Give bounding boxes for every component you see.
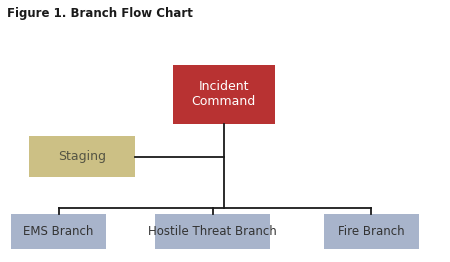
Text: EMS Branch: EMS Branch — [23, 225, 94, 238]
FancyBboxPatch shape — [155, 214, 270, 249]
FancyBboxPatch shape — [173, 65, 274, 124]
Text: Incident
Command: Incident Command — [192, 80, 256, 108]
FancyBboxPatch shape — [29, 136, 135, 177]
FancyBboxPatch shape — [324, 214, 418, 249]
FancyBboxPatch shape — [11, 214, 106, 249]
Text: Figure 1. Branch Flow Chart: Figure 1. Branch Flow Chart — [7, 7, 193, 20]
Text: Fire Branch: Fire Branch — [338, 225, 405, 238]
Text: Staging: Staging — [58, 150, 106, 163]
Text: Hostile Threat Branch: Hostile Threat Branch — [148, 225, 277, 238]
